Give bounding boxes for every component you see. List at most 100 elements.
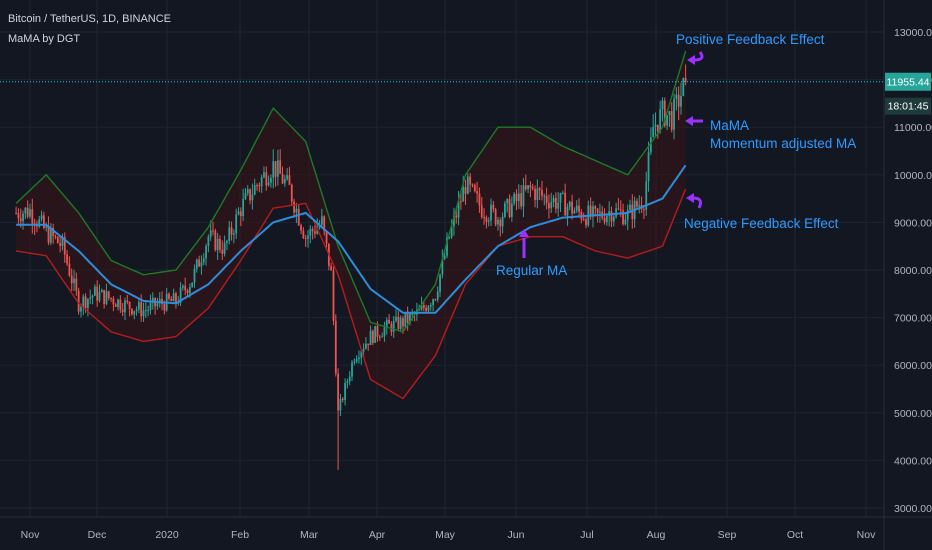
candle-body	[138, 302, 140, 309]
candle-body	[75, 278, 77, 290]
candle-body	[189, 287, 191, 293]
candle-body	[226, 241, 228, 243]
candle-body	[557, 203, 559, 209]
candle-body	[231, 227, 233, 234]
candle-body	[553, 198, 555, 202]
x-tick-label: 2020	[155, 529, 179, 541]
candle-body	[550, 202, 552, 208]
candle-body	[518, 193, 520, 201]
candle-body	[305, 238, 307, 239]
candle-body	[265, 172, 267, 185]
candle-body	[110, 298, 112, 299]
candle-body	[497, 220, 499, 225]
candle-body	[284, 179, 286, 183]
candle-body	[309, 229, 311, 235]
candle-body	[474, 185, 476, 191]
candle-body	[604, 218, 606, 222]
candle-body	[258, 185, 260, 186]
candle-body	[455, 216, 457, 218]
candle-body	[212, 230, 214, 231]
candle-body	[476, 191, 478, 193]
x-tick-label: Feb	[231, 529, 249, 541]
candle-body	[277, 160, 279, 176]
x-tick-label: Mar	[300, 529, 319, 541]
candle-body	[221, 250, 223, 254]
x-tick-label: Aug	[647, 529, 666, 541]
candle-body	[395, 317, 397, 321]
candle-body	[29, 209, 31, 217]
candle-body	[615, 208, 617, 216]
candle-body	[662, 100, 664, 109]
candle-body	[428, 306, 430, 310]
candle-body	[655, 125, 657, 127]
candle-body	[55, 236, 57, 237]
candle-body	[530, 185, 532, 187]
annotation-positive: Positive Feedback Effect	[676, 32, 825, 47]
candle-body	[353, 362, 355, 363]
candle-body	[168, 294, 170, 299]
arrow-head	[687, 55, 695, 65]
candle-body	[460, 201, 462, 202]
candle-body	[256, 185, 258, 186]
y-tick-label: 5000.00	[894, 408, 932, 420]
candle-body	[312, 229, 314, 231]
candle-body	[282, 174, 284, 184]
annotation-regular: Regular MA	[496, 263, 567, 278]
candle-body	[624, 220, 626, 224]
candle-body	[340, 399, 342, 411]
candle-body	[435, 299, 437, 300]
y-tick-label: 10000.00	[894, 170, 932, 182]
candle-body	[224, 243, 226, 254]
candle-body	[214, 231, 216, 250]
symbol-title[interactable]: Bitcoin / TetherUS, 1D, BINANCE	[8, 13, 171, 25]
candle-body	[191, 283, 193, 288]
candle-body	[307, 235, 309, 238]
candle-body	[506, 199, 508, 203]
candle-body	[68, 263, 70, 275]
candle-body	[479, 194, 481, 206]
x-tick-label: Dec	[88, 529, 107, 541]
candle-body	[541, 190, 543, 196]
candle-body	[490, 205, 492, 221]
candle-body	[217, 239, 219, 250]
candle-body	[543, 196, 545, 197]
candle-body	[363, 349, 365, 352]
x-tick-label: Nov	[857, 529, 876, 541]
candle-body	[87, 299, 89, 308]
candle-body	[342, 399, 344, 400]
candle-body	[613, 217, 615, 222]
candle-body	[242, 199, 244, 216]
candle-body	[636, 201, 638, 207]
candle-body	[492, 205, 494, 209]
candle-body	[393, 321, 395, 332]
candle-body	[567, 207, 569, 216]
candle-body	[66, 254, 68, 263]
indicator-title[interactable]: MaMA by DGT	[8, 33, 80, 45]
candle-body	[73, 278, 75, 283]
candle-body	[184, 286, 186, 290]
candle-body	[247, 189, 249, 193]
candle-body	[425, 308, 427, 311]
candle-body	[548, 203, 550, 208]
y-tick-label: 3000.00	[894, 503, 932, 515]
candle-body	[15, 213, 17, 214]
candle-body	[143, 310, 145, 316]
candle-body	[583, 219, 585, 220]
candle-body	[240, 211, 242, 216]
annotation-mama: MaMA	[710, 118, 749, 133]
candle-body	[499, 220, 501, 227]
candle-body	[534, 189, 536, 200]
candle-body	[228, 227, 230, 241]
x-tick-label: Oct	[787, 529, 803, 541]
x-tick-label: May	[435, 529, 456, 541]
candle-body	[611, 211, 613, 221]
candle-body	[261, 177, 263, 186]
candle-body	[89, 297, 91, 299]
candle-body	[24, 208, 26, 214]
x-tick-label: Jun	[508, 529, 525, 541]
candle-body	[467, 177, 469, 194]
candle-body	[201, 262, 203, 266]
candle-body	[372, 331, 374, 343]
candle-body	[444, 256, 446, 259]
